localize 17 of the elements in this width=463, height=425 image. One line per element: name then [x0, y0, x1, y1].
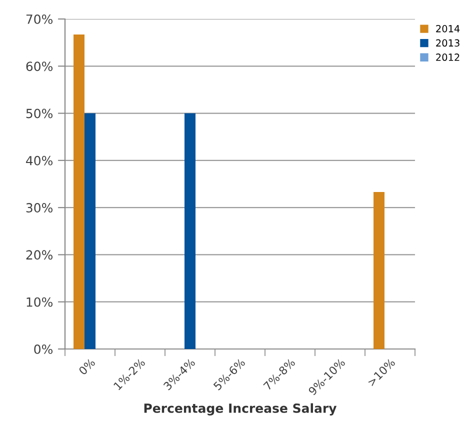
bar [74, 34, 84, 349]
x-tick-label: 0% [78, 358, 96, 376]
legend-label: 2012 [436, 54, 460, 61]
bar [374, 192, 384, 349]
y-tick-label: 70% [26, 14, 53, 24]
y-tick-label: 0% [34, 344, 53, 354]
y-tick-label: 40% [26, 156, 53, 166]
y-tick-label: 50% [26, 108, 53, 118]
y-tick-label: 10% [26, 297, 53, 307]
bar [184, 113, 196, 349]
x-axis-title: Percentage Increase Salary [144, 403, 337, 416]
bar [84, 113, 96, 349]
y-tick-label: 60% [26, 62, 53, 72]
legend-label: 2013 [436, 39, 460, 47]
legend-label: 2014 [436, 25, 460, 32]
y-tick-label: 20% [26, 250, 53, 260]
y-tick-label: 30% [26, 203, 53, 212]
